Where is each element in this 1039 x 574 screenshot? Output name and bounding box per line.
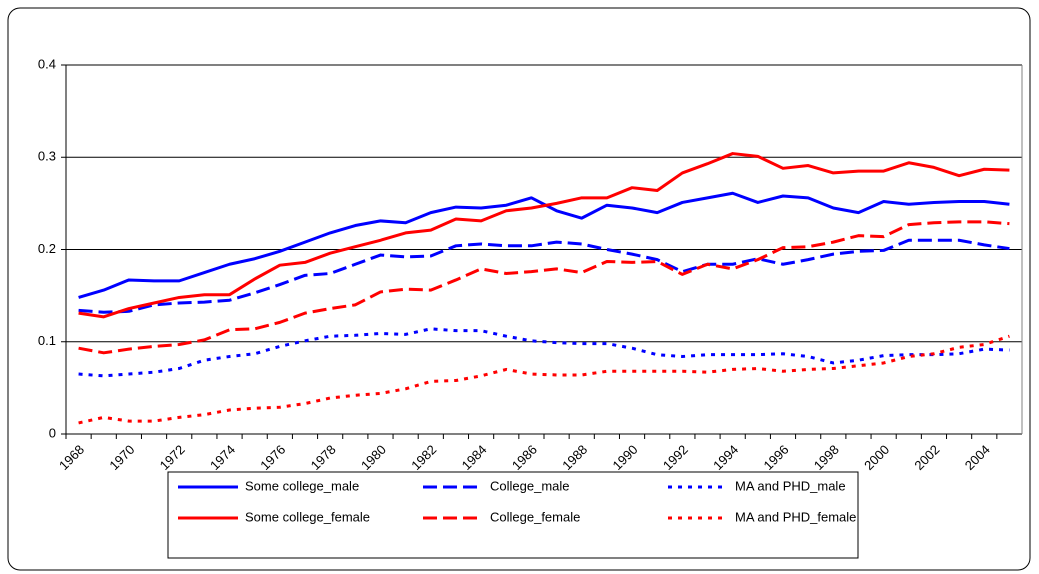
series-line bbox=[78, 327, 1010, 378]
y-tick-label: 0.3 bbox=[38, 149, 56, 164]
series-line bbox=[78, 334, 1010, 425]
legend-box bbox=[167, 471, 859, 559]
legend-label: Some college_male bbox=[245, 478, 359, 493]
legend-label: Some college_female bbox=[245, 509, 370, 524]
y-tick-label: 0.4 bbox=[38, 56, 56, 71]
legend-label: MA and PHD_male bbox=[735, 478, 846, 493]
y-tick-label: 0.2 bbox=[38, 241, 56, 256]
y-tick-label: 0 bbox=[49, 425, 56, 440]
legend-label: College_male bbox=[490, 478, 570, 493]
legend-label: MA and PHD_female bbox=[735, 509, 856, 524]
series-line bbox=[78, 152, 1010, 319]
chart-frame bbox=[7, 7, 1031, 571]
legend-label: College_female bbox=[490, 509, 580, 524]
y-tick-label: 0.1 bbox=[38, 333, 56, 348]
series-line bbox=[78, 220, 1010, 355]
